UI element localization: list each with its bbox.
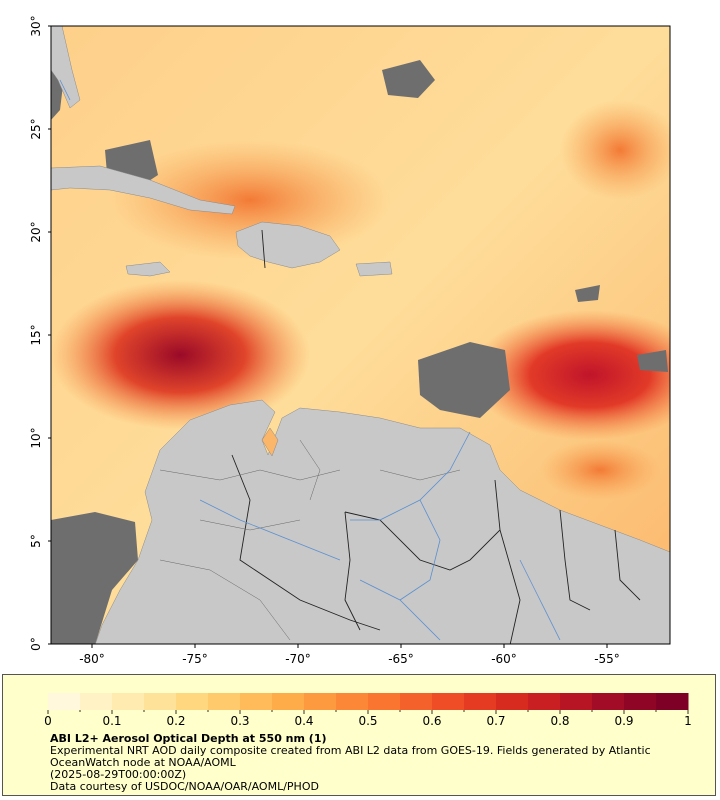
colorbar-cell [464, 693, 497, 710]
caption-datetime: (2025-08-29T00:00:00Z) [50, 768, 187, 781]
land-jamaica [125, 261, 171, 277]
lon-tick: -75° [182, 644, 208, 666]
colorbar-cell [240, 693, 273, 710]
colorbar-cell [336, 693, 369, 710]
colorbar-label-0.6: 0.6 [422, 714, 441, 728]
colorbar-cell [176, 693, 209, 710]
lon-tick: -65° [388, 644, 414, 666]
lat-label-20: 20° [29, 221, 43, 242]
lon-tick: -60° [491, 644, 517, 666]
lat-label-30: 30° [29, 15, 43, 36]
colorbar-label-1: 1 [684, 714, 692, 728]
land-cuba [51, 165, 236, 215]
aod-patch-southeast [540, 440, 660, 500]
lon-tick: -70° [285, 644, 311, 666]
caption-title: ABI L2+ Aerosol Optical Depth at 550 nm … [50, 732, 327, 745]
lat-axis: 0° 5° 10° 15° 20° 25° 30° [29, 15, 51, 651]
lon-label-65: -65° [388, 652, 414, 666]
lat-tick: 20° [29, 221, 51, 243]
colorbar: 0 0.1 0.2 0.3 0.4 0.5 0.6 0.7 0.8 0.9 1 [44, 693, 692, 728]
lat-tick: 0° [29, 637, 51, 651]
colorbar-label-0.3: 0.3 [230, 714, 249, 728]
land-florida [51, 26, 81, 109]
caption-description: Experimental NRT AOD daily composite cre… [50, 744, 651, 769]
colorbar-cells [48, 693, 689, 710]
colorbar-label-0.7: 0.7 [486, 714, 505, 728]
aod-patch-north [110, 140, 390, 260]
caption-credit: Data courtesy of USDOC/NOAA/OAR/AOML/PHO… [50, 780, 319, 793]
colorbar-label-0.5: 0.5 [358, 714, 377, 728]
colorbar-cell [208, 693, 241, 710]
lat-tick: 10° [29, 427, 51, 449]
rivers [59, 79, 561, 641]
no-data-regions [51, 26, 668, 644]
colorbar-cell [528, 693, 561, 710]
colorbar-cell [656, 693, 689, 710]
colorbar-label-0.8: 0.8 [550, 714, 569, 728]
lat-label-15: 15° [29, 324, 43, 345]
lon-label-55: -55° [594, 652, 620, 666]
lon-label-70: -70° [285, 652, 311, 666]
map-panel: 0° 5° 10° 15° 20° 25° 30° -80 [29, 15, 671, 666]
colorbar-cell [368, 693, 401, 710]
colorbar-cell [624, 693, 657, 710]
lat-label-5: 5° [29, 534, 43, 548]
lat-tick: 25° [29, 118, 51, 140]
legend-box: 0 0.1 0.2 0.3 0.4 0.5 0.6 0.7 0.8 0.9 1 … [2, 674, 716, 796]
colorbar-cell [592, 693, 625, 710]
colorbar-cell [432, 693, 465, 710]
lat-label-25: 25° [29, 118, 43, 139]
colorbar-cell [400, 693, 433, 710]
colorbar-cell [112, 693, 145, 710]
lon-axis: -80° -75° -70° -65° -60° -55° [79, 644, 620, 666]
land-puerto-rico [355, 261, 393, 277]
admin-lines [159, 439, 461, 641]
colorbar-ticks: 0 0.1 0.2 0.3 0.4 0.5 0.6 0.7 0.8 0.9 1 [44, 710, 692, 728]
aod-patch-northeast [560, 100, 670, 200]
lon-label-80: -80° [79, 652, 105, 666]
colorbar-cell [144, 693, 177, 710]
colorbar-cell [496, 693, 529, 710]
colorbar-label-0.2: 0.2 [166, 714, 185, 728]
colorbar-label-0.1: 0.1 [102, 714, 121, 728]
aod-plume-east [470, 310, 670, 440]
colorbar-label-0: 0 [44, 714, 52, 728]
lon-tick: -80° [79, 644, 105, 666]
land-south-america [95, 399, 670, 644]
aod-plume-central-caribbean [51, 280, 310, 430]
lat-tick: 5° [29, 534, 51, 548]
lat-tick: 15° [29, 324, 51, 346]
colorbar-label-0.9: 0.9 [614, 714, 633, 728]
colorbar-cell [48, 693, 81, 710]
lon-label-60: -60° [491, 652, 517, 666]
colorbar-cell [560, 693, 593, 710]
lat-label-10: 10° [29, 427, 43, 448]
lat-tick: 30° [29, 15, 51, 37]
colorbar-cell [304, 693, 337, 710]
colorbar-cell [272, 693, 305, 710]
colorbar-cell [80, 693, 113, 710]
lon-label-75: -75° [182, 652, 208, 666]
lat-label-0: 0° [29, 637, 43, 651]
colorbar-label-0.4: 0.4 [294, 714, 313, 728]
aod-map: 0° 5° 10° 15° 20° 25° 30° -80 [29, 15, 671, 666]
map-content [51, 26, 670, 644]
lon-tick: -55° [594, 644, 620, 666]
land-maracaibo [261, 427, 279, 457]
